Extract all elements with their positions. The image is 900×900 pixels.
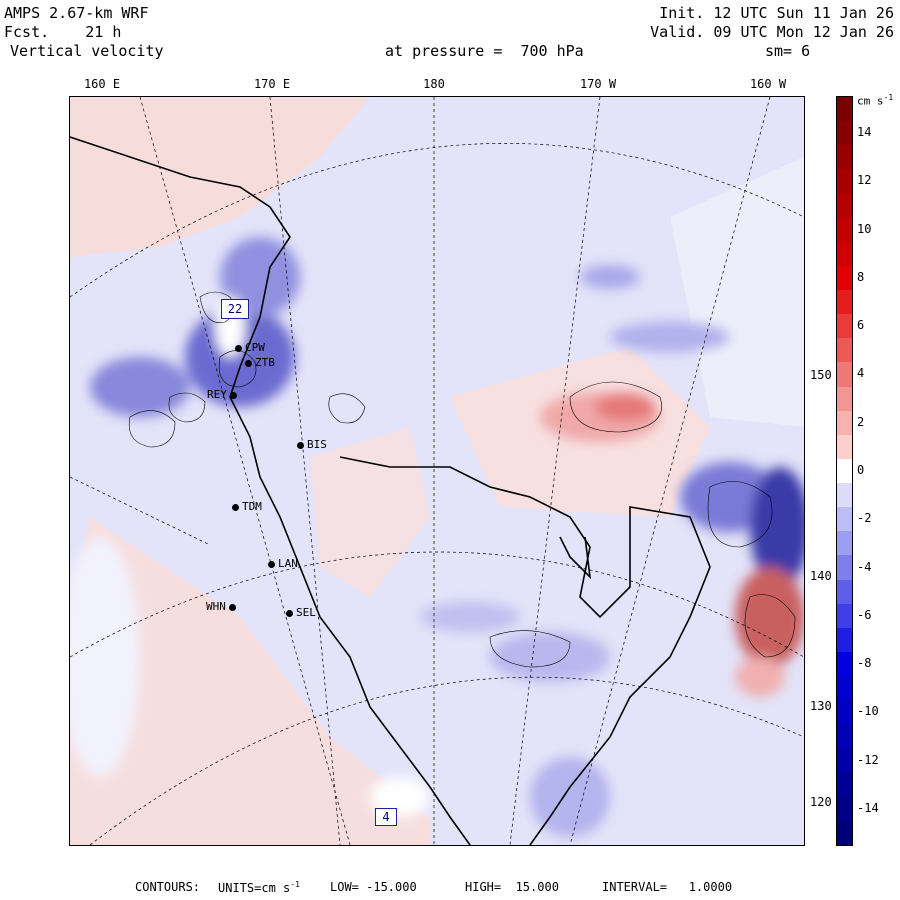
colorbar-swatch bbox=[837, 700, 852, 725]
colorbar-swatch bbox=[837, 483, 852, 508]
colorbar-swatch bbox=[837, 676, 852, 701]
colorbar-swatch bbox=[837, 193, 852, 219]
colorbar-swatch bbox=[837, 314, 852, 339]
colorbar-tick-label: -8 bbox=[857, 656, 872, 671]
colorbar-tick-label: -6 bbox=[857, 607, 872, 622]
colorbar-swatch bbox=[837, 97, 852, 122]
colorbar-swatch bbox=[837, 217, 852, 243]
colorbar-swatch bbox=[837, 362, 852, 388]
model-title: AMPS 2.67-km WRF bbox=[4, 4, 149, 22]
field-positive-region bbox=[70, 97, 370, 257]
footer-high: HIGH= 15.000 bbox=[465, 880, 559, 894]
map-canvas bbox=[70, 97, 804, 845]
colorbar-swatch bbox=[837, 410, 852, 436]
graticule bbox=[70, 97, 804, 845]
colorbar-swatch bbox=[837, 772, 852, 798]
map-marker-4: 4 bbox=[375, 808, 397, 826]
colorbar-swatch bbox=[837, 169, 852, 194]
colorbar-tick-label: -2 bbox=[857, 511, 872, 526]
station-marker-icon bbox=[286, 609, 293, 617]
station-rey[interactable]: REY bbox=[207, 388, 240, 401]
station-marker-icon bbox=[235, 344, 242, 352]
footer-interval: INTERVAL= 1.0000 bbox=[602, 880, 733, 894]
footer-low: LOW= -15.000 bbox=[330, 880, 417, 894]
colorbar-tick-label: 8 bbox=[857, 269, 865, 284]
colorbar-tick-label: 14 bbox=[857, 125, 872, 140]
colorbar-swatch bbox=[837, 748, 852, 774]
station-marker-icon bbox=[232, 503, 239, 511]
colorbar-tick-label: -12 bbox=[857, 752, 879, 767]
station-lan[interactable]: LAN bbox=[268, 557, 298, 570]
field-name: Vertical velocity bbox=[10, 42, 164, 60]
lon-label-170w: 170 W bbox=[579, 77, 617, 91]
colorbar-swatch bbox=[837, 531, 852, 556]
colorbar-swatch bbox=[837, 458, 852, 484]
colorbar-swatch bbox=[837, 651, 852, 677]
station-marker-icon bbox=[297, 441, 304, 449]
fcst-value: 21 h bbox=[85, 23, 122, 41]
forecast-hour: Fcst. 21 h bbox=[4, 23, 121, 42]
colorbar-swatch bbox=[837, 507, 852, 532]
colorbar-tick-label: 6 bbox=[857, 318, 865, 333]
colorbar-swatch bbox=[837, 145, 852, 170]
colorbar-swatch bbox=[837, 724, 852, 749]
station-whn[interactable]: WHN bbox=[206, 600, 239, 613]
field-positive-region bbox=[310, 427, 430, 597]
station-marker-icon bbox=[228, 603, 236, 611]
lon-label-160e: 160 E bbox=[83, 77, 121, 91]
colorbar-tick-label: -14 bbox=[857, 800, 879, 815]
init-time: Init. 12 UTC Sun 11 Jan 26 bbox=[659, 4, 894, 22]
station-marker-icon bbox=[268, 560, 275, 568]
station-bis[interactable]: BIS bbox=[297, 438, 327, 451]
colorbar-tick-label: 12 bbox=[857, 173, 872, 188]
smoothing-value: sm= 6 bbox=[765, 42, 811, 60]
fcst-label: Fcst. bbox=[4, 23, 50, 41]
colorbar-swatch bbox=[837, 796, 852, 822]
station-marker-icon bbox=[229, 391, 237, 399]
colorbar-units: cm s-1 bbox=[857, 93, 894, 108]
lon-label-170e: 170 E bbox=[253, 77, 291, 91]
colorbar-tick-label: 4 bbox=[857, 366, 865, 381]
lon-label-160w: 160 W bbox=[749, 77, 787, 91]
map-panel[interactable] bbox=[69, 96, 805, 846]
colorbar bbox=[836, 96, 853, 846]
coastline bbox=[70, 136, 711, 845]
colorbar-swatch bbox=[837, 627, 852, 653]
colorbar-tick-label: 2 bbox=[857, 414, 865, 429]
station-tdm[interactable]: TDM bbox=[232, 500, 262, 513]
colorbar-tick-label: -4 bbox=[857, 559, 872, 574]
colorbar-tick-label: 10 bbox=[857, 221, 872, 236]
footer-units: UNITS=cm s-1 bbox=[218, 880, 300, 895]
colorbar-swatch bbox=[837, 121, 852, 146]
map-marker-22: 22 bbox=[221, 299, 249, 319]
footer-contours-label: CONTOURS: bbox=[135, 880, 201, 894]
colorbar-swatch bbox=[837, 265, 852, 291]
field-anomalies bbox=[70, 237, 804, 837]
colorbar-swatch bbox=[837, 434, 852, 460]
colorbar-swatch bbox=[837, 555, 852, 581]
lon-label-180: 180 bbox=[423, 77, 445, 91]
station-ztb[interactable]: ZTB bbox=[245, 356, 275, 369]
station-marker-icon bbox=[245, 359, 252, 367]
field-negative-region bbox=[670, 157, 804, 427]
station-cpw[interactable]: CPW bbox=[235, 341, 265, 354]
valid-time: Valid. 09 UTC Mon 12 Jan 26 bbox=[650, 23, 894, 41]
colorbar-swatch bbox=[837, 579, 852, 605]
colorbar-swatch bbox=[837, 603, 852, 629]
colorbar-tick-label: 0 bbox=[857, 463, 865, 477]
field-positive-region bbox=[70, 517, 430, 845]
contour-lines bbox=[128, 291, 796, 668]
colorbar-swatch bbox=[837, 290, 852, 315]
pressure-level: at pressure = 700 hPa bbox=[385, 42, 584, 60]
colorbar-swatch bbox=[837, 338, 852, 363]
colorbar-swatch bbox=[837, 241, 852, 267]
colorbar-tick-label: -10 bbox=[857, 704, 879, 719]
station-sel[interactable]: SEL bbox=[286, 606, 316, 619]
colorbar-swatch bbox=[837, 820, 852, 846]
colorbar-swatch bbox=[837, 386, 852, 412]
